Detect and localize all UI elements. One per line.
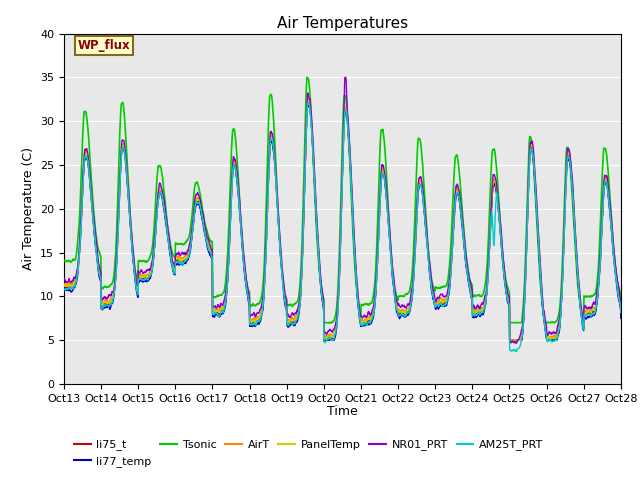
Legend: li75_t, li77_temp, Tsonic, AirT, PanelTemp, NR01_PRT, AM25T_PRT: li75_t, li77_temp, Tsonic, AirT, PanelTe… [70, 435, 548, 471]
Y-axis label: Air Temperature (C): Air Temperature (C) [22, 147, 35, 270]
Text: WP_flux: WP_flux [78, 39, 131, 52]
Title: Air Temperatures: Air Temperatures [277, 16, 408, 31]
X-axis label: Time: Time [327, 405, 358, 418]
